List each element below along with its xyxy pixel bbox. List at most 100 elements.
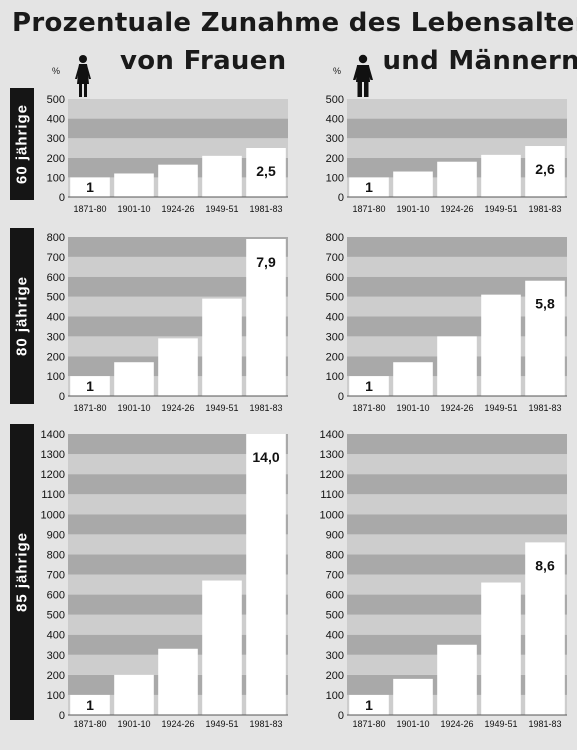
chart-6-category-label: 1901-10 bbox=[396, 719, 429, 729]
chart-3-band bbox=[68, 256, 288, 277]
chart-3-bar-label: 7,9 bbox=[256, 254, 276, 270]
chart-2-ytick: 400 bbox=[326, 114, 344, 126]
chart-6-ytick: 1000 bbox=[320, 509, 344, 521]
title-women: von Frauen bbox=[120, 46, 287, 76]
man-figure-icon bbox=[352, 54, 374, 98]
chart-5-ytick: 200 bbox=[47, 670, 65, 682]
chart-1-bar bbox=[202, 155, 242, 197]
unit-label-men: % bbox=[333, 66, 342, 76]
chart-1-category-label: 1901-10 bbox=[117, 204, 150, 214]
chart-3-ytick: 100 bbox=[47, 371, 65, 383]
chart-3-bar bbox=[70, 376, 110, 396]
chart-6-bar-label: 8,6 bbox=[535, 557, 555, 573]
chart-5-category-label: 1981-83 bbox=[249, 719, 282, 729]
chart-4-bar-label: 5,8 bbox=[535, 296, 555, 312]
chart-3-ytick: 0 bbox=[59, 391, 65, 403]
chart-4-category-label: 1871-80 bbox=[352, 403, 385, 413]
chart-4-ytick: 0 bbox=[338, 391, 344, 403]
chart-3-bar bbox=[158, 338, 198, 396]
chart-5-band bbox=[68, 554, 288, 575]
chart-5-ytick: 1300 bbox=[41, 449, 65, 461]
row-label-60: 60 jährige bbox=[10, 88, 34, 200]
chart-5-ytick: 1100 bbox=[41, 489, 65, 501]
chart-6-ytick: 800 bbox=[326, 549, 344, 561]
chart-4-bar bbox=[437, 336, 477, 396]
chart-5-bar-label: 14,0 bbox=[252, 449, 279, 465]
chart-6-ytick: 400 bbox=[326, 630, 344, 642]
chart-5-ytick: 900 bbox=[47, 529, 65, 541]
chart-5-band bbox=[68, 514, 288, 535]
chart-1-category-label: 1871-80 bbox=[73, 204, 106, 214]
chart-6-band bbox=[347, 554, 567, 575]
chart-3-bar bbox=[202, 298, 242, 396]
chart-3-bar-label: 1 bbox=[86, 378, 94, 394]
chart-4-band bbox=[347, 237, 567, 257]
chart-3-ytick: 500 bbox=[47, 292, 65, 304]
title-men: und Männern: bbox=[382, 46, 577, 76]
chart-2-band bbox=[347, 99, 567, 119]
chart-1-band bbox=[68, 118, 288, 139]
chart-4-band bbox=[347, 276, 567, 297]
chart-4-category-label: 1901-10 bbox=[396, 403, 429, 413]
chart-6-ytick: 1400 bbox=[320, 429, 344, 441]
chart-6-bar bbox=[349, 694, 389, 715]
chart-2-bar bbox=[437, 161, 477, 197]
chart-6-bar bbox=[481, 582, 521, 715]
chart-1-bar-label: 2,5 bbox=[256, 163, 276, 179]
chart-6-bar-label: 1 bbox=[365, 697, 373, 713]
chart-title: Prozentuale Zunahme des Lebensalters bbox=[12, 8, 577, 38]
chart-4-category-label: 1981-83 bbox=[528, 403, 561, 413]
chart-5-ytick: 1400 bbox=[41, 429, 65, 441]
chart-3-ytick: 400 bbox=[47, 312, 65, 324]
chart-3-category-label: 1871-80 bbox=[73, 403, 106, 413]
chart-6-band bbox=[347, 534, 567, 555]
chart-5-ytick: 1200 bbox=[41, 469, 65, 481]
chart-2-bar bbox=[393, 171, 433, 197]
chart-2-ytick: 500 bbox=[326, 94, 344, 106]
chart-4-bar-label: 1 bbox=[365, 378, 373, 394]
chart-4-ytick: 700 bbox=[326, 252, 344, 264]
chart-6-bar bbox=[393, 678, 433, 715]
chart-1-bar bbox=[114, 173, 154, 197]
chart-1-bar bbox=[158, 164, 198, 197]
chart-6-ytick: 0 bbox=[338, 710, 344, 722]
chart-3-ytick: 600 bbox=[47, 272, 65, 284]
chart-5-ytick: 1000 bbox=[41, 509, 65, 521]
chart-6-category-label: 1924-26 bbox=[440, 719, 473, 729]
chart-4-ytick: 600 bbox=[326, 272, 344, 284]
chart-4-ytick: 400 bbox=[326, 312, 344, 324]
chart-6-ytick: 1300 bbox=[320, 449, 344, 461]
chart-4-ytick: 500 bbox=[326, 292, 344, 304]
chart-5-ytick: 700 bbox=[47, 570, 65, 582]
chart-5-category-label: 1871-80 bbox=[73, 719, 106, 729]
chart-1-band bbox=[68, 99, 288, 119]
chart-5-bar bbox=[202, 580, 242, 715]
chart-4-ytick: 800 bbox=[326, 232, 344, 244]
chart-3-ytick: 200 bbox=[47, 351, 65, 363]
chart-3-ytick: 300 bbox=[47, 331, 65, 343]
chart-3-category-label: 1949-51 bbox=[205, 403, 238, 413]
chart-1-bar bbox=[70, 177, 110, 197]
chart-6-band bbox=[347, 494, 567, 515]
chart-5-bar bbox=[246, 434, 286, 715]
chart-4-category-label: 1924-26 bbox=[440, 403, 473, 413]
chart-6-category-label: 1949-51 bbox=[484, 719, 517, 729]
chart-5-bar bbox=[114, 674, 154, 715]
chart-4-bar bbox=[349, 376, 389, 396]
chart-2-category-label: 1871-80 bbox=[352, 204, 385, 214]
chart-6-band bbox=[347, 434, 567, 455]
unit-label-women: % bbox=[52, 66, 61, 76]
chart-1-category-label: 1949-51 bbox=[205, 204, 238, 214]
chart-2-bar-label: 1 bbox=[365, 179, 373, 195]
chart-3-band bbox=[68, 237, 288, 257]
chart-1-bar-label: 1 bbox=[86, 179, 94, 195]
chart-3-ytick: 700 bbox=[47, 252, 65, 264]
chart-2-bar-label: 2,6 bbox=[535, 161, 555, 177]
chart-5-ytick: 500 bbox=[47, 610, 65, 622]
chart-2-category-label: 1949-51 bbox=[484, 204, 517, 214]
chart-1-ytick: 0 bbox=[59, 192, 65, 204]
chart-4-ytick: 100 bbox=[326, 371, 344, 383]
chart-6-band bbox=[347, 474, 567, 495]
chart-1-category-label: 1981-83 bbox=[249, 204, 282, 214]
